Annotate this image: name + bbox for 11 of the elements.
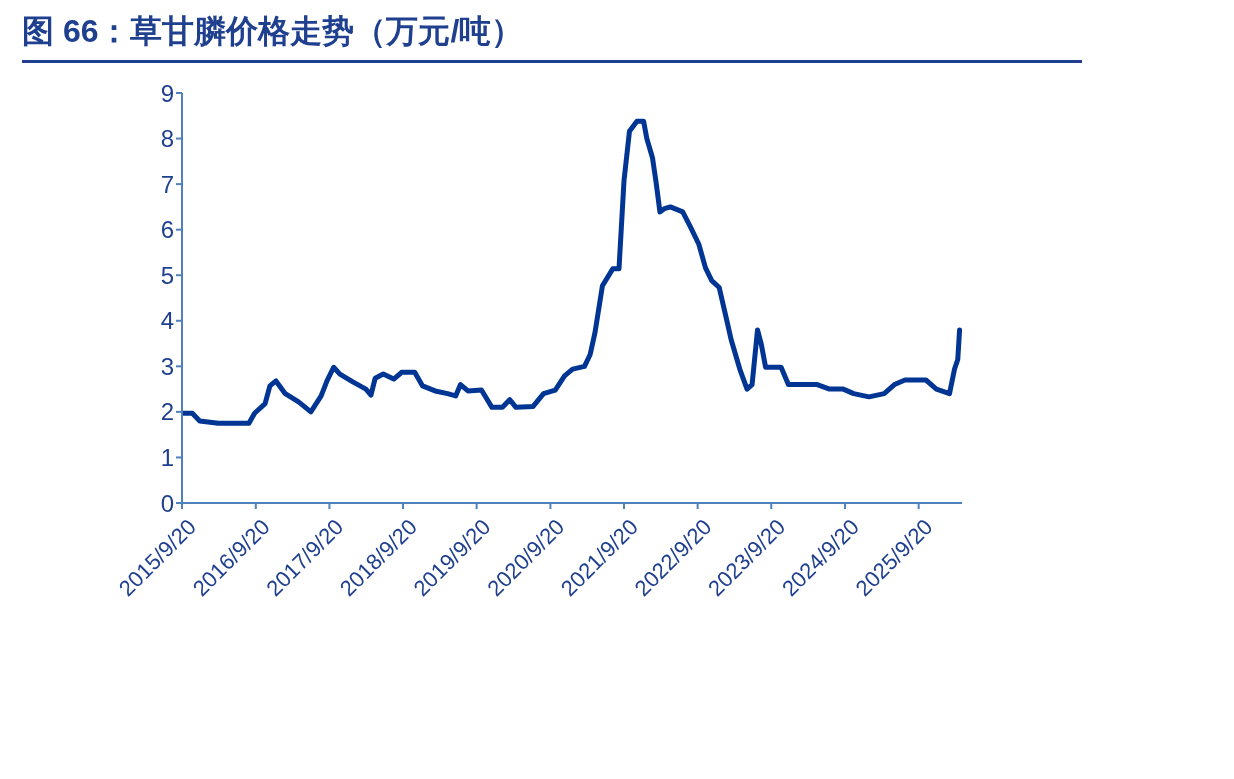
y-tick-label: 9	[160, 79, 174, 107]
y-tick-label: 2	[160, 398, 174, 426]
y-tick-label: 6	[160, 216, 174, 244]
y-tick-label: 1	[160, 443, 174, 471]
y-tick-label: 0	[160, 489, 174, 517]
y-tick-label: 4	[160, 307, 174, 335]
y-tick-label: 7	[160, 170, 174, 198]
y-tick-label: 3	[160, 352, 174, 380]
chart-title: 图 66：草甘膦价格走势（万元/吨）	[22, 13, 524, 49]
y-tick-label: 5	[160, 261, 174, 289]
y-tick-label: 8	[160, 125, 174, 153]
